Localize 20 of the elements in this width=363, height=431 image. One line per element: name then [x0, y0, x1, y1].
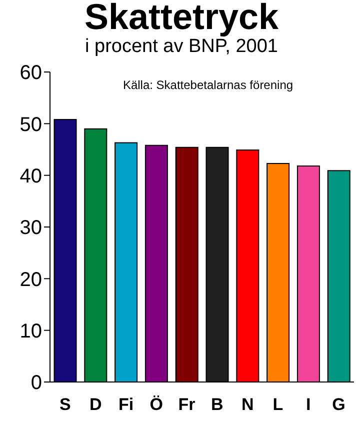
x-tick-label: Fi: [118, 395, 134, 414]
x-tick-label: B: [211, 395, 224, 414]
x-tick-label: Ö: [150, 395, 164, 414]
chart-title: Skattetryck: [83, 0, 280, 37]
y-tick-label: 50: [20, 114, 42, 136]
annotation: Källa: Skattebetalarnas förening: [122, 78, 294, 92]
x-tick-label: S: [60, 395, 71, 414]
x-tick-label: G: [332, 395, 346, 414]
y-tick-label: 10: [20, 320, 42, 342]
y-tick-label: 20: [20, 268, 42, 291]
y-tick-label: 40: [20, 165, 42, 188]
y-tick-label: 30: [20, 217, 42, 240]
y-tick-label: 60: [20, 62, 42, 84]
x-tick-label: D: [89, 395, 102, 414]
x-tick-label: I: [306, 395, 311, 414]
x-tick-label: N: [241, 395, 254, 414]
y-tick-label: 0: [30, 372, 42, 394]
x-tick-label: Fr: [178, 395, 196, 414]
chart-subtitle: i procent av BNP, 2001: [84, 36, 278, 58]
x-tick-label: L: [272, 395, 284, 414]
